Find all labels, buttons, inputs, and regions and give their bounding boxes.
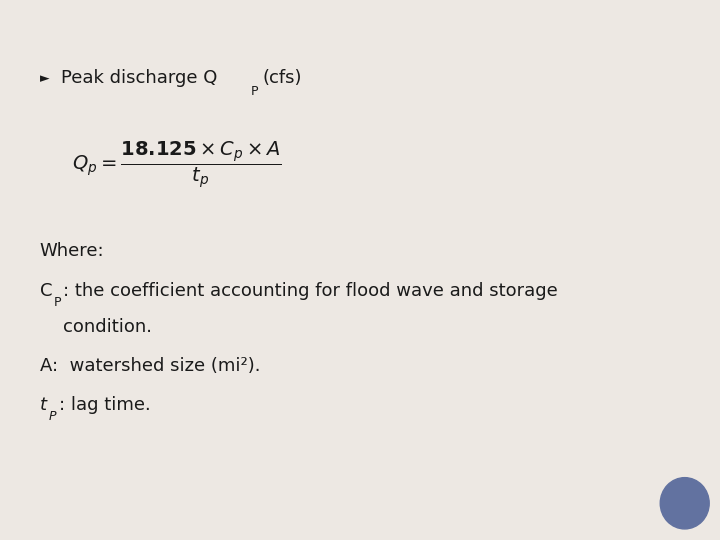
Text: : lag time.: : lag time. <box>59 396 150 414</box>
Text: Where:: Where: <box>40 242 104 260</box>
Text: P: P <box>54 296 61 309</box>
Text: condition.: condition. <box>63 318 153 336</box>
Text: C: C <box>40 281 52 300</box>
Text: : the coefficient accounting for flood wave and storage: : the coefficient accounting for flood w… <box>63 281 558 300</box>
Text: P: P <box>49 410 56 423</box>
Ellipse shape <box>660 477 709 529</box>
Text: $\mathit{Q_p} = \dfrac{\mathbf{18.125} \times \mathit{C_p} \times \mathit{A}}{\m: $\mathit{Q_p} = \dfrac{\mathbf{18.125} \… <box>72 139 282 190</box>
Text: t: t <box>40 396 47 414</box>
Text: ►: ► <box>40 72 49 85</box>
Text: A:  watershed size (mi²).: A: watershed size (mi²). <box>40 357 260 375</box>
Text: (cfs): (cfs) <box>263 69 302 87</box>
Text: Peak discharge Q: Peak discharge Q <box>61 69 217 87</box>
Text: P: P <box>251 85 258 98</box>
